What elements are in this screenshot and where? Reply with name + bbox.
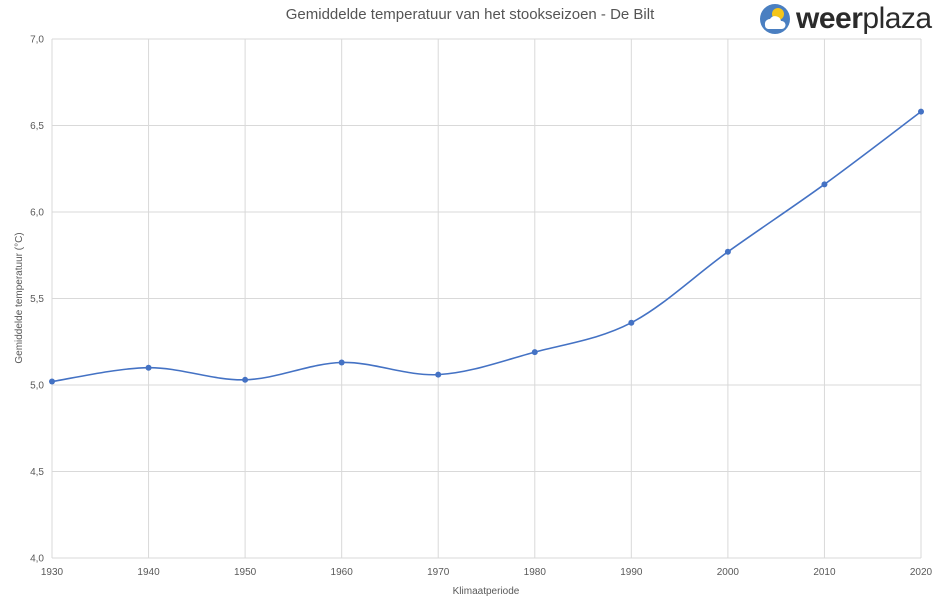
y-axis-label: Gemiddelde temperatuur (°C): [14, 232, 25, 363]
grid: [51, 38, 922, 559]
data-point-2000: [724, 248, 731, 255]
data-point-1960: [338, 359, 345, 366]
y-tick-label: 6,5: [30, 121, 44, 132]
x-tick-label: 2000: [717, 567, 740, 578]
data-points: [49, 108, 924, 385]
data-point-1940: [145, 364, 152, 371]
x-tick-label: 1930: [41, 567, 64, 578]
y-tick-label: 7,0: [30, 35, 44, 46]
y-tick-label: 6,0: [30, 208, 44, 219]
x-tick-label: 1940: [137, 567, 160, 578]
series-line: [51, 111, 922, 383]
brand-name: weerplaza: [796, 2, 932, 35]
data-point-2020: [918, 108, 924, 115]
y-tick-label: 4,5: [30, 467, 44, 478]
x-tick-label: 2020: [910, 567, 933, 578]
x-tick-label: 1960: [331, 567, 354, 578]
sun-cloud-icon: [760, 4, 790, 34]
x-axis-label: Klimaatperiode: [453, 586, 520, 597]
y-tick-label: 5,0: [30, 381, 44, 392]
weerplaza-logo: weerplaza: [758, 2, 932, 36]
y-tick-label: 4,0: [30, 554, 44, 565]
x-tick-label: 1950: [234, 567, 257, 578]
x-tick-label: 1990: [620, 567, 643, 578]
data-point-1970: [435, 371, 442, 378]
data-point-1980: [531, 349, 538, 356]
y-axis-ticks: 4,0 4,5 5,0 5,5 6,0 6,5 7,0: [30, 35, 44, 565]
x-tick-label: 1970: [427, 567, 450, 578]
x-tick-label: 2010: [813, 567, 836, 578]
x-axis-ticks: 1930 1940 1950 1960 1970 1980 1990 2000 2010 2020: [41, 567, 933, 578]
data-point-1990: [628, 319, 635, 326]
chart-title: Gemiddelde temperatuur van het stookseiz…: [286, 6, 655, 23]
data-point-1930: [49, 378, 55, 385]
data-point-1950: [242, 376, 249, 383]
y-tick-label: 5,5: [30, 294, 44, 305]
x-tick-label: 1980: [524, 567, 547, 578]
data-point-2010: [821, 181, 828, 188]
